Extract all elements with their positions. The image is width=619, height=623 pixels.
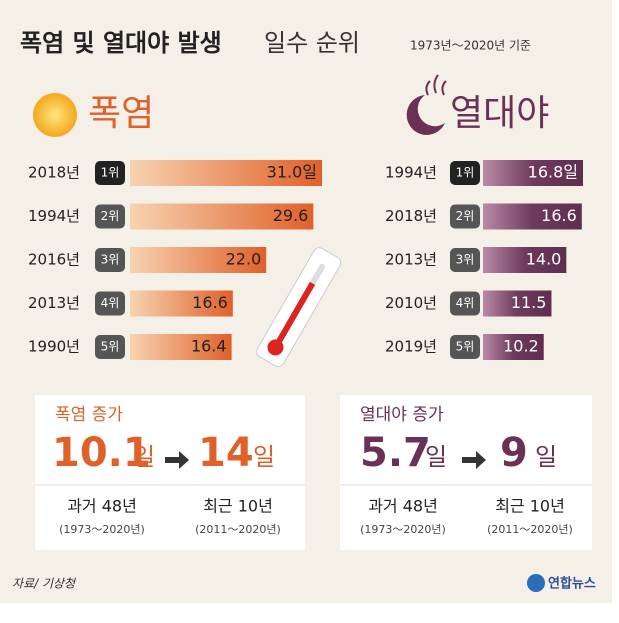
period-range: (1973～2020년) [59, 523, 145, 536]
title-light: 일수 순위 [264, 29, 360, 57]
summary-box: 폭염 증가 10.1 일 14 일 과거 48년 (1973～2020년) 최근… [35, 395, 305, 550]
value-label: 29.6 [273, 206, 309, 225]
rank-label: 1위 [456, 166, 475, 180]
period: 과거 48년 [67, 497, 137, 516]
rank-label: 4위 [456, 296, 475, 310]
sun-icon [33, 93, 77, 137]
rank-label: 3위 [101, 253, 120, 267]
summary-to: 14 [198, 430, 254, 476]
summary-from: 5.7 [360, 430, 431, 476]
summary-box: 열대야 증가 5.7 일 9 일 과거 48년 (1973～2020년) 최근 … [340, 395, 592, 550]
year-label: 2019년 [385, 338, 437, 356]
period-range: (1973～2020년) [360, 523, 446, 536]
summary-label: 열대야 증가 [360, 405, 444, 425]
value-label: 11.5 [511, 293, 547, 312]
summary-unit: 일 [253, 443, 275, 471]
value-label: 22.0 [226, 250, 262, 269]
value-label: 16.8일 [528, 163, 578, 182]
summary-unit: 일 [133, 443, 155, 471]
title: 폭염 및 열대야 발생 [20, 29, 222, 57]
section-title: 열대야 [450, 93, 549, 134]
source: 자료/ 기상청 [12, 577, 77, 591]
summary-to: 9 [500, 430, 528, 476]
rank-label: 2위 [456, 209, 475, 223]
year-label: 2016년 [28, 251, 80, 269]
period-range: (2011～2020년) [487, 523, 573, 536]
value-label: 16.6 [192, 293, 228, 312]
infographic: 폭염 및 열대야 발생 일수 순위 1973년～2020년 기준 폭염 열대야 … [0, 0, 619, 623]
value-label: 31.0일 [267, 163, 317, 182]
rank-label: 5위 [101, 340, 120, 354]
year-label: 2013년 [385, 251, 437, 269]
rank-label: 3위 [456, 253, 475, 267]
period: 과거 48년 [368, 497, 438, 516]
rank-label: 5위 [456, 340, 475, 354]
summary-unit: 일 [535, 443, 557, 471]
year-label: 2010년 [385, 294, 437, 312]
value-label: 16.4 [191, 337, 227, 356]
period-range: (2011～2020년) [195, 523, 281, 536]
period: 최근 10년 [203, 497, 273, 516]
year-label: 2013년 [28, 294, 80, 312]
year-label: 1994년 [385, 164, 437, 182]
year-label: 1994년 [28, 207, 80, 225]
logo: 연합뉴스 [548, 576, 596, 592]
year-label: 2018년 [28, 164, 80, 182]
period: 최근 10년 [495, 497, 565, 516]
summary-label: 폭염 증가 [55, 405, 123, 425]
section-title: 폭염 [88, 93, 154, 134]
subtitle: 1973년～2020년 기준 [410, 39, 531, 53]
value-label: 10.2 [503, 337, 539, 356]
rank-label: 2위 [101, 209, 120, 223]
year-label: 1990년 [28, 338, 80, 356]
value-label: 16.6 [541, 206, 577, 225]
summary-unit: 일 [425, 443, 447, 471]
rank-label: 4위 [101, 296, 120, 310]
rank-label: 1위 [101, 166, 120, 180]
value-label: 14.0 [526, 250, 562, 269]
year-label: 2018년 [385, 207, 437, 225]
logo-icon [527, 574, 545, 592]
